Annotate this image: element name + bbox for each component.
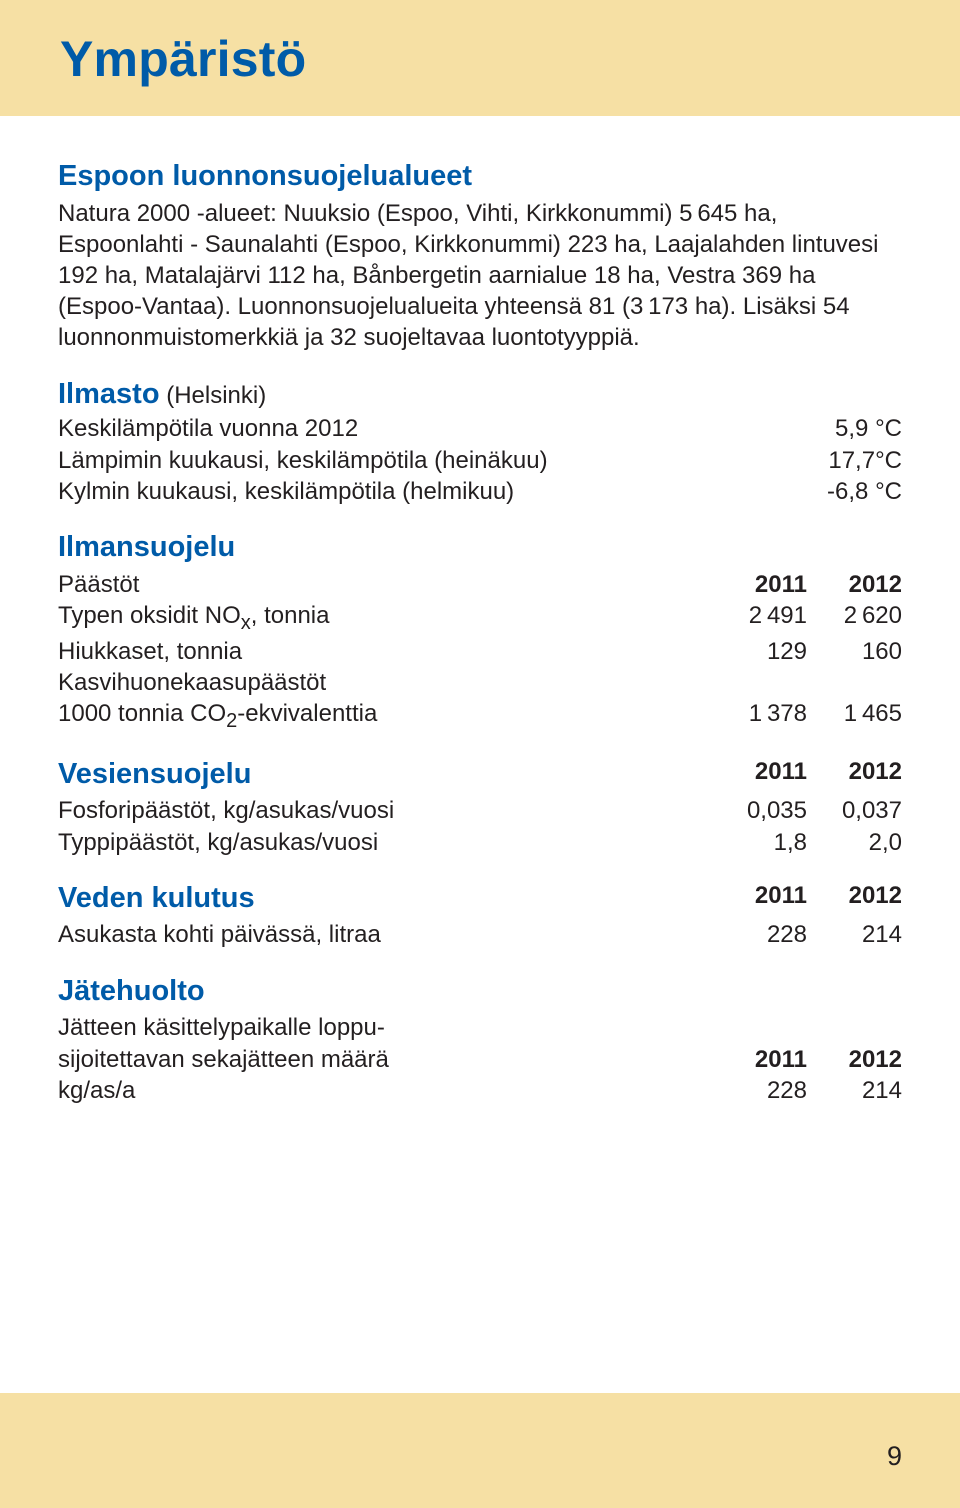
year-2012: 2012 xyxy=(807,756,902,796)
ilmasto-suffix: (Helsinki) xyxy=(166,382,266,409)
row-label: Hiukkaset, tonnia xyxy=(58,636,717,667)
ilmasto-value: -6,8 °C xyxy=(827,476,902,507)
page-number: 9 xyxy=(887,1441,902,1471)
jate-line1: Jätteen käsittelypaikalle loppu- xyxy=(58,1012,902,1043)
content-area: Espoon luonnonsuojelualueet Natura 2000 … xyxy=(0,116,960,1393)
footer: 9 xyxy=(0,1393,960,1508)
cell: 160 xyxy=(807,636,902,667)
ilmasto-label: Keskilämpötila vuonna 2012 xyxy=(58,413,835,444)
year-2011: 2011 xyxy=(717,756,807,796)
row-label: Fosforipäästöt, kg/asukas/vuosi xyxy=(58,795,717,826)
year-2011: 2011 xyxy=(717,1044,807,1075)
cell: 1 378 xyxy=(717,698,807,734)
table-row: Typen oksidit NOx, tonnia 2 491 2 620 xyxy=(58,600,902,636)
veden-title: Veden kulutus xyxy=(58,880,717,918)
cell: 228 xyxy=(717,919,807,950)
cell: 2 491 xyxy=(717,600,807,636)
espoon-text: Natura 2000 -alueet: Nuuksio (Espoo, Vih… xyxy=(58,198,902,354)
section-veden: Veden kulutus 2011 2012 Asukasta kohti p… xyxy=(58,880,902,951)
page-title: Ympäristö xyxy=(60,30,960,88)
section-ilmansuojelu: Ilmansuojelu Päästöt 2011 2012 Typen oks… xyxy=(58,529,902,734)
table-row: 1000 tonnia CO2-ekvivalenttia 1 378 1 46… xyxy=(58,698,902,734)
row-label: Typen oksidit NOx, tonnia xyxy=(58,600,717,636)
cell: 0,035 xyxy=(717,795,807,826)
table-row: kg/as/a 228 214 xyxy=(58,1075,902,1106)
ilmasto-value: 5,9 °C xyxy=(835,413,902,444)
table-row: Fosforipäästöt, kg/asukas/vuosi 0,035 0,… xyxy=(58,795,902,826)
jate-line2: sijoitettavan sekajätteen määrä xyxy=(58,1044,717,1075)
ilmansuojelu-header-row: Päästöt 2011 2012 xyxy=(58,569,902,600)
table-row: Kasvihuonekaasupäästöt xyxy=(58,667,902,698)
year-2011: 2011 xyxy=(717,569,807,600)
paastot-label: Päästöt xyxy=(58,569,717,600)
header-band: Ympäristö xyxy=(0,0,960,116)
ilmasto-row: Keskilämpötila vuonna 2012 5,9 °C xyxy=(58,413,902,444)
ilmansuojelu-title: Ilmansuojelu xyxy=(58,529,902,567)
cell: 0,037 xyxy=(807,795,902,826)
row-label: 1000 tonnia CO2-ekvivalenttia xyxy=(58,698,717,734)
cell: 1,8 xyxy=(717,827,807,858)
section-espoon: Espoon luonnonsuojelualueet Natura 2000 … xyxy=(58,158,902,354)
cell: 1 465 xyxy=(807,698,902,734)
ilmasto-heading: Ilmasto (Helsinki) xyxy=(58,376,902,414)
table-row: Typpipäästöt, kg/asukas/vuosi 1,8 2,0 xyxy=(58,827,902,858)
table-row: Asukasta kohti päivässä, litraa 228 214 xyxy=(58,919,902,950)
espoon-title: Espoon luonnonsuojelualueet xyxy=(58,158,902,196)
ilmasto-label: Kylmin kuukausi, keskilämpötila (helmiku… xyxy=(58,476,827,507)
section-vesiensuojelu: Vesiensuojelu 2011 2012 Fosforipäästöt, … xyxy=(58,756,902,858)
vesiensuojelu-title: Vesiensuojelu xyxy=(58,756,717,794)
cell: 214 xyxy=(807,1075,902,1106)
year-2012: 2012 xyxy=(807,569,902,600)
year-2012: 2012 xyxy=(807,880,902,920)
year-2011: 2011 xyxy=(717,880,807,920)
section-ilmasto: Ilmasto (Helsinki) Keskilämpötila vuonna… xyxy=(58,376,902,507)
cell: 228 xyxy=(717,1075,807,1106)
row-label: kg/as/a xyxy=(58,1075,717,1106)
jate-title: Jätehuolto xyxy=(58,973,902,1011)
vesi-header-row: Vesiensuojelu 2011 2012 xyxy=(58,756,902,796)
row-label: Kasvihuonekaasupäästöt xyxy=(58,667,902,698)
ilmasto-title: Ilmasto xyxy=(58,378,160,410)
ilmasto-row: Lämpimin kuukausi, keskilämpötila (heinä… xyxy=(58,445,902,476)
veden-header-row: Veden kulutus 2011 2012 xyxy=(58,880,902,920)
cell: 214 xyxy=(807,919,902,950)
row-label: Asukasta kohti päivässä, litraa xyxy=(58,919,717,950)
row-label: Typpipäästöt, kg/asukas/vuosi xyxy=(58,827,717,858)
cell: 2 620 xyxy=(807,600,902,636)
ilmasto-label: Lämpimin kuukausi, keskilämpötila (heinä… xyxy=(58,445,828,476)
cell: 2,0 xyxy=(807,827,902,858)
jate-line2-row: sijoitettavan sekajätteen määrä 2011 201… xyxy=(58,1044,902,1075)
table-row: Hiukkaset, tonnia 129 160 xyxy=(58,636,902,667)
ilmasto-value: 17,7°C xyxy=(828,445,902,476)
section-jate: Jätehuolto Jätteen käsittelypaikalle lop… xyxy=(58,973,902,1106)
cell: 129 xyxy=(717,636,807,667)
ilmasto-row: Kylmin kuukausi, keskilämpötila (helmiku… xyxy=(58,476,902,507)
year-2012: 2012 xyxy=(807,1044,902,1075)
